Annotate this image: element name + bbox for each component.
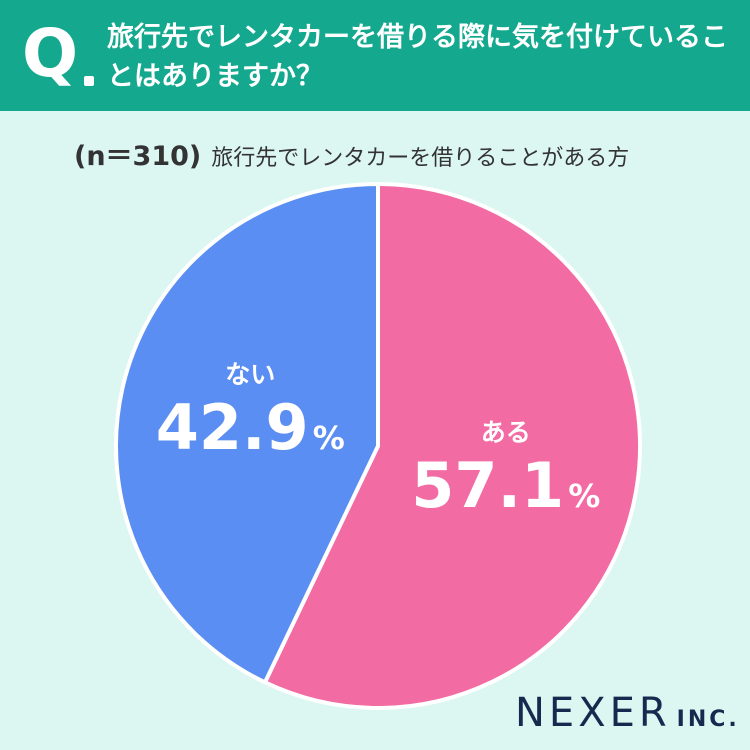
chart-subtitle: (n＝310) 旅行先でレンタカーを借りることがある方 xyxy=(74,134,629,173)
respondent-description: 旅行先でレンタカーを借りることがある方 xyxy=(211,146,630,171)
question-header: Q 旅行先でレンタカーを借りる際に気を付けていることはありますか？ xyxy=(0,0,750,111)
pie-slice-0 xyxy=(262,182,642,710)
logo-main: NEXER xyxy=(515,690,671,736)
pie-slice-1 xyxy=(114,182,380,685)
slice-value-label-1: 42.9% xyxy=(156,391,345,464)
nexer-logo: NEXER INC. xyxy=(515,690,740,736)
slice-category-label-1: ない xyxy=(225,360,275,389)
question-text: 旅行先でレンタカーを借りる際に気を付けていることはありますか？ xyxy=(107,22,728,92)
slice-value-label-0: 57.1% xyxy=(411,449,600,522)
q-dot-decoration xyxy=(84,76,94,86)
q-mark: Q xyxy=(22,15,79,92)
sample-size: (n＝310) xyxy=(74,141,202,172)
slice-category-label-0: ある xyxy=(481,418,531,447)
logo-suffix: INC. xyxy=(676,707,740,732)
